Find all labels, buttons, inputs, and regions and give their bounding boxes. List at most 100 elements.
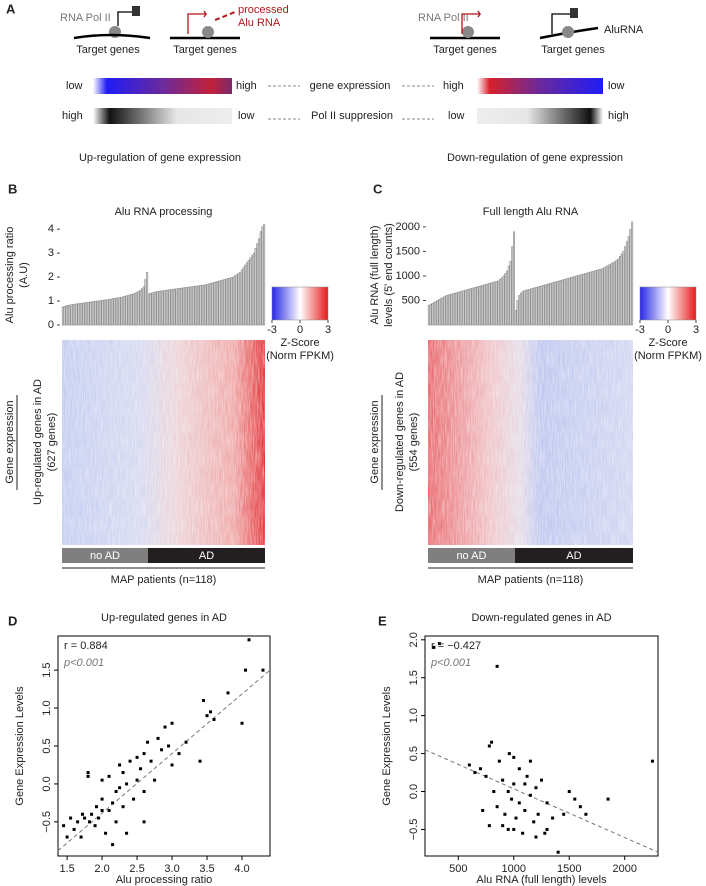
schematic-label: Target genes: [76, 44, 140, 56]
y-tick-label: 4: [48, 223, 54, 235]
bar: [173, 288, 176, 326]
x-tick-label: 1500: [557, 863, 581, 875]
bar: [168, 289, 171, 326]
bar: [252, 252, 255, 326]
bar: [460, 290, 463, 326]
schematic-label: Alu RNA: [238, 17, 281, 29]
point: [606, 797, 610, 801]
bar: [101, 300, 104, 326]
bar: [206, 283, 209, 326]
point: [528, 759, 532, 763]
point: [503, 812, 507, 816]
bar: [591, 271, 594, 326]
bar: [97, 300, 100, 326]
point: [153, 778, 157, 782]
bar: [187, 286, 190, 326]
gradient-bar: [93, 78, 232, 94]
bar: [490, 282, 493, 326]
y-axis-label: (A.U): [18, 262, 30, 288]
point: [118, 763, 122, 767]
bar: [471, 287, 474, 326]
annotation: p<0.001: [430, 657, 471, 669]
polymerase-icon: [202, 26, 214, 38]
bar: [580, 274, 583, 326]
bar: [163, 290, 166, 326]
group-bar: [514, 548, 633, 563]
bar: [171, 289, 174, 326]
bar: [507, 265, 510, 326]
bar: [154, 291, 157, 326]
bar: [91, 301, 94, 326]
point: [650, 759, 654, 763]
bar: [504, 273, 507, 326]
fit-line: [57, 669, 271, 852]
point: [62, 824, 66, 828]
point: [128, 759, 132, 763]
bar: [239, 272, 242, 326]
point: [107, 774, 111, 778]
bar: [225, 278, 228, 326]
bar: [612, 262, 615, 326]
bar: [497, 280, 500, 326]
bar: [620, 253, 623, 326]
bar: [228, 277, 231, 326]
point: [432, 645, 436, 649]
bar: [537, 286, 540, 326]
bar: [153, 292, 156, 326]
bar: [218, 280, 221, 326]
bar: [72, 304, 75, 326]
bar: [146, 272, 149, 326]
point: [523, 808, 527, 812]
y-tick-label: 0.0: [41, 776, 53, 791]
bar: [622, 251, 625, 326]
y-tick-label: 1.5: [41, 662, 53, 677]
bar: [216, 281, 219, 326]
bar: [134, 292, 137, 326]
bar: [466, 289, 469, 326]
y-axis-label: Alu RNA (full length): [369, 225, 381, 324]
bar: [113, 298, 116, 326]
bar: [106, 299, 109, 326]
bar: [73, 303, 76, 326]
bar: [587, 272, 590, 326]
bar: [519, 292, 522, 326]
bar: [506, 270, 509, 326]
y-axis-label: Gene Expression Levels: [14, 686, 26, 806]
point: [132, 797, 136, 801]
bar: [213, 282, 216, 326]
bar: [122, 296, 125, 326]
point: [512, 827, 516, 831]
point: [100, 797, 104, 801]
point: [517, 767, 521, 771]
bar: [559, 280, 562, 326]
y-tick-label: 1.0: [408, 708, 420, 723]
x-tick-label: 1000: [502, 863, 526, 875]
point: [149, 759, 153, 763]
bar: [516, 300, 519, 326]
bar: [585, 272, 588, 326]
x-tick-label: 4.0: [234, 863, 249, 875]
colorbar-label: (Norm FPKM): [634, 350, 702, 362]
y-tick-label: 0.5: [408, 746, 420, 761]
point: [534, 835, 538, 839]
bar: [624, 246, 627, 326]
point: [437, 642, 441, 646]
bar: [535, 286, 538, 326]
bar: [486, 283, 489, 326]
point: [135, 755, 139, 759]
gradient-label: Pol II suppresion: [311, 110, 393, 122]
bar: [184, 287, 186, 326]
bar: [82, 302, 85, 326]
group-label: AD: [199, 550, 214, 562]
bar: [94, 300, 97, 326]
bar: [65, 305, 68, 326]
point: [160, 748, 164, 752]
point: [170, 721, 174, 725]
bar: [613, 261, 616, 326]
bar: [135, 292, 138, 326]
bar: [509, 260, 512, 326]
point: [76, 820, 80, 824]
bar: [485, 283, 488, 326]
bar: [438, 299, 441, 326]
